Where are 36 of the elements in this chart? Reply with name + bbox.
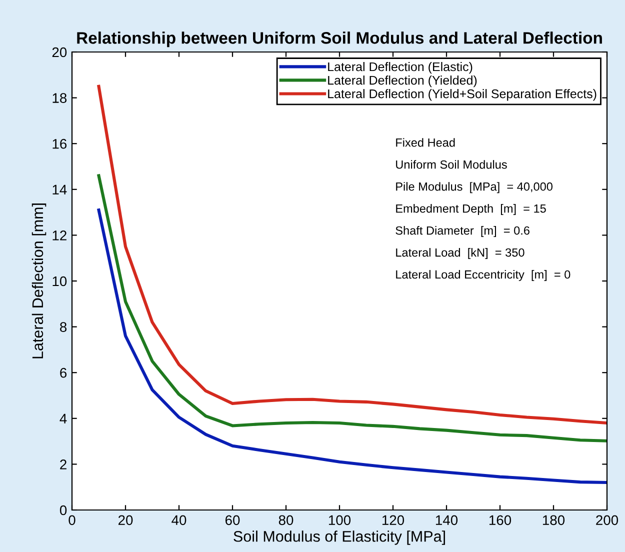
legend-label: Lateral Deflection (Elastic) [328, 62, 472, 74]
y-tick-label: 0 [60, 505, 67, 516]
x-tick-label: 100 [328, 515, 351, 526]
x-tick-label: 180 [542, 515, 565, 526]
chart-title: Relationship between Uniform Soil Modulus and Lateral Deflection [77, 32, 602, 48]
y-tick-label: 10 [52, 276, 67, 286]
x-tick-label: 120 [382, 515, 404, 526]
y-tick-label: 20 [52, 47, 67, 58]
y-tick-label: 2 [60, 460, 66, 470]
y-axis-title: Lateral Deflection [mm] [32, 204, 46, 358]
x-axis-title: Soil Modulus of Elasticity [MPa] [234, 530, 445, 545]
x-tick-label: 0 [68, 515, 76, 526]
y-tick-label: 16 [52, 138, 67, 149]
line-series [97, 174, 607, 442]
legend-label: Lateral Deflection (Yielded) [328, 76, 477, 88]
y-tick-label: 12 [52, 230, 66, 240]
y-tick-label: 14 [52, 184, 67, 194]
annotation: Uniform Soil Modulus [396, 160, 507, 169]
x-tick-label: 140 [436, 515, 458, 526]
legend-label: Lateral Deflection (Yield+Soil Separation Effects) [328, 89, 596, 101]
y-tick-label: 6 [60, 368, 67, 378]
y-tick-label: 8 [60, 322, 67, 332]
annotation: Pile Modulus [MPa] = 40,000 [396, 182, 553, 194]
annotation: Shaft Diameter [m] = 0.6 [396, 226, 530, 238]
y-tick-label: 4 [60, 414, 67, 424]
x-tick-label: 60 [225, 515, 240, 526]
x-tick-label: 200 [596, 515, 618, 526]
x-tick-label: 80 [278, 515, 294, 526]
annotation: Lateral Load [kN] = 350 [396, 248, 524, 260]
annotation: Embedment Depth [m] = 15 [396, 204, 546, 216]
annotation: Fixed Head [396, 138, 455, 147]
x-tick-label: 20 [118, 515, 133, 526]
annotation: Lateral Load Eccentricity [m] = 0 [396, 270, 570, 282]
x-tick-label: 160 [489, 515, 512, 526]
x-tick-label: 40 [172, 515, 186, 526]
y-tick-label: 18 [52, 93, 67, 103]
